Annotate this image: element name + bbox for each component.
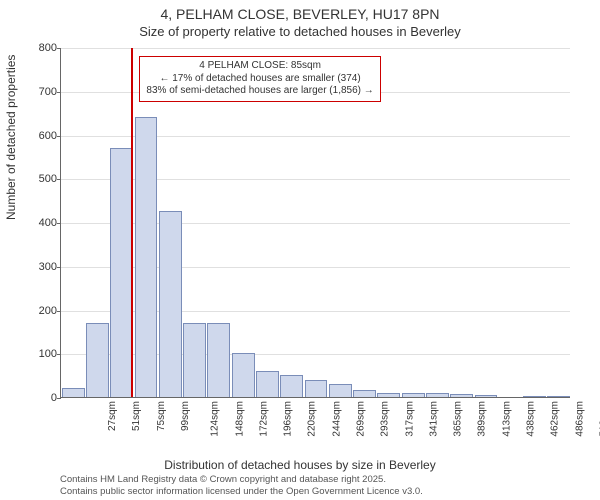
xtick-label: 341sqm: [428, 401, 439, 437]
bar: [377, 393, 400, 397]
xtick-label: 462sqm: [550, 401, 561, 437]
reference-line: [131, 48, 133, 397]
xtick-label: 486sqm: [574, 401, 585, 437]
ytick-label: 0: [23, 393, 57, 403]
bar: [135, 117, 158, 397]
bar: [62, 388, 85, 397]
title-line2: Size of property relative to detached ho…: [0, 24, 600, 40]
bar: [280, 375, 303, 397]
bar: [232, 353, 255, 397]
bar: [305, 380, 328, 398]
bar: [402, 393, 425, 397]
xtick-label: 148sqm: [234, 401, 245, 437]
ytick-label: 500: [23, 174, 57, 184]
bar: [547, 396, 570, 397]
xtick-label: 365sqm: [453, 401, 464, 437]
xtick-label: 51sqm: [131, 401, 142, 431]
annotation-box: 4 PELHAM CLOSE: 85sqm ← 17% of detached …: [139, 56, 380, 102]
footer-line1: Contains HM Land Registry data © Crown c…: [60, 474, 423, 485]
bar: [183, 323, 206, 397]
footer-attribution: Contains HM Land Registry data © Crown c…: [60, 474, 423, 497]
xtick-label: 27sqm: [107, 401, 118, 431]
xtick-label: 244sqm: [331, 401, 342, 437]
bar: [450, 394, 473, 398]
xtick-label: 220sqm: [307, 401, 318, 437]
annotation-line2: ← 17% of detached houses are smaller (37…: [146, 73, 373, 86]
ytick-label: 300: [23, 262, 57, 272]
ytick-label: 700: [23, 87, 57, 97]
annotation-line1: 4 PELHAM CLOSE: 85sqm: [146, 60, 373, 73]
bar: [353, 390, 376, 397]
bar: [256, 371, 279, 397]
bar: [475, 395, 498, 397]
xtick-label: 317sqm: [404, 401, 415, 437]
x-axis-label: Distribution of detached houses by size …: [0, 458, 600, 472]
xtick-label: 293sqm: [380, 401, 391, 437]
bar: [329, 384, 352, 397]
ytick-label: 100: [23, 349, 57, 359]
ytick-label: 800: [23, 43, 57, 53]
xtick-label: 196sqm: [283, 401, 294, 437]
ytick-label: 600: [23, 131, 57, 141]
bar: [426, 393, 449, 397]
bar: [523, 396, 546, 397]
xtick-label: 124sqm: [210, 401, 221, 437]
bar: [86, 323, 109, 397]
bar: [207, 323, 230, 397]
xtick-label: 172sqm: [258, 401, 269, 437]
xtick-label: 438sqm: [526, 401, 537, 437]
annotation-line3: 83% of semi-detached houses are larger (…: [146, 85, 373, 98]
ytick-label: 400: [23, 218, 57, 228]
xtick-label: 413sqm: [501, 401, 512, 437]
chart-title-block: 4, PELHAM CLOSE, BEVERLEY, HU17 8PN Size…: [0, 0, 600, 40]
xtick-label: 75sqm: [156, 401, 167, 431]
xtick-label: 389sqm: [477, 401, 488, 437]
xtick-label: 99sqm: [180, 401, 191, 431]
bar: [110, 148, 133, 397]
ytick-label: 200: [23, 306, 57, 316]
bar: [159, 211, 182, 397]
footer-line2: Contains public sector information licen…: [60, 486, 423, 497]
y-axis-label: Number of detached properties: [4, 55, 18, 220]
xtick-label: 269sqm: [356, 401, 367, 437]
ytick-mark: [57, 398, 61, 399]
title-line1: 4, PELHAM CLOSE, BEVERLEY, HU17 8PN: [0, 6, 600, 24]
histogram-plot-area: 4 PELHAM CLOSE: 85sqm ← 17% of detached …: [60, 48, 570, 398]
